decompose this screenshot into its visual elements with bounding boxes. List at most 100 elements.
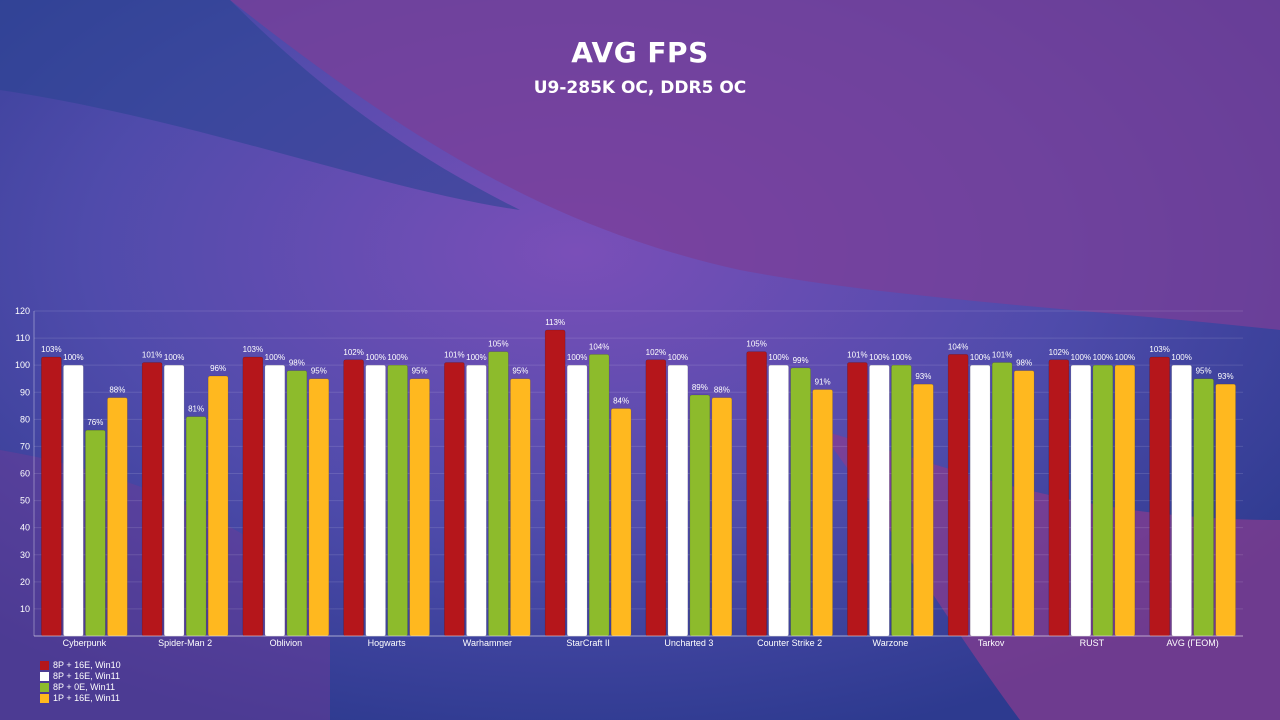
bar: [85, 429, 106, 637]
bar: [207, 375, 229, 637]
legend: 8P + 16E, Win10 8P + 16E, Win11 8P + 0E, W…: [40, 660, 121, 704]
data-label: 88%: [109, 386, 125, 395]
x-tick-label: AVG (ГЕОМ): [1167, 638, 1219, 648]
data-label: 95%: [1196, 367, 1212, 376]
bar: [913, 383, 934, 637]
data-label: 104%: [589, 342, 609, 351]
y-tick-label: 10: [20, 604, 30, 614]
data-label: 100%: [63, 353, 83, 362]
x-tick-label: Warhammer: [463, 638, 512, 648]
bar: [610, 408, 632, 637]
x-tick-label: Oblivion: [270, 638, 303, 648]
data-label: 96%: [210, 364, 226, 373]
bar: [711, 397, 733, 637]
data-label: 113%: [545, 318, 565, 327]
data-label: 105%: [488, 340, 508, 349]
y-tick-label: 40: [20, 523, 30, 533]
chart-title: AVG FPS: [571, 36, 709, 69]
data-label: 98%: [1016, 359, 1032, 368]
bar: [1048, 359, 1070, 637]
legend-item: 8P + 16E, Win11: [40, 671, 121, 682]
bar: [891, 364, 912, 637]
x-tick-label: Uncharted 3: [664, 638, 713, 648]
data-label: 88%: [714, 386, 730, 395]
y-tick-label: 30: [20, 550, 30, 560]
bar: [308, 378, 330, 637]
data-label: 102%: [1049, 348, 1069, 357]
bar: [812, 389, 833, 637]
bar: [107, 397, 128, 637]
y-tick-label: 60: [20, 469, 30, 479]
y-tick-label: 50: [20, 496, 30, 506]
bar: [969, 364, 991, 637]
chart-subtitle: U9-285K OC, DDR5 OC: [533, 78, 747, 98]
legend-label: 8P + 16E, Win11: [53, 671, 120, 681]
data-label: 105%: [746, 340, 766, 349]
data-label: 91%: [815, 378, 831, 387]
bar: [1013, 370, 1035, 637]
bar: [869, 364, 890, 637]
data-label: 103%: [243, 345, 263, 354]
bar: [488, 351, 509, 637]
x-tick-label: Hogwarts: [368, 638, 407, 648]
bar: [1171, 364, 1192, 637]
bar: [510, 378, 531, 637]
data-label: 101%: [142, 350, 162, 359]
legend-swatch: [40, 694, 49, 703]
bar: [947, 354, 969, 637]
bar: [1149, 356, 1170, 637]
bar: [286, 370, 308, 637]
legend-label: 8P + 0E, Win11: [53, 682, 115, 692]
bar: [387, 364, 408, 637]
legend-swatch: [40, 661, 49, 670]
data-label: 100%: [1171, 353, 1191, 362]
data-label: 100%: [1071, 353, 1091, 362]
data-label: 81%: [188, 405, 204, 414]
bar: [1070, 364, 1092, 637]
data-label: 100%: [1093, 353, 1113, 362]
bar: [847, 362, 868, 637]
y-tick-label: 90: [20, 387, 30, 397]
data-label: 95%: [412, 367, 428, 376]
x-tick-label: Spider-Man 2: [158, 638, 212, 648]
data-label: 100%: [265, 353, 285, 362]
bar: [1215, 383, 1236, 637]
data-label: 100%: [164, 353, 184, 362]
data-label: 101%: [992, 350, 1012, 359]
data-label: 95%: [512, 367, 528, 376]
y-tick-label: 110: [16, 333, 30, 343]
bar: [645, 359, 667, 637]
x-tick-label: Warzone: [873, 638, 909, 648]
data-label: 100%: [387, 353, 407, 362]
bar: [163, 364, 185, 637]
x-tick-label: StarCraft II: [566, 638, 610, 648]
data-label: 100%: [768, 353, 788, 362]
bar: [1114, 364, 1136, 637]
x-tick-label: Counter Strike 2: [757, 638, 822, 648]
data-label: 99%: [793, 356, 809, 365]
bar: [63, 364, 84, 637]
data-label: 84%: [613, 397, 629, 406]
bar: [1193, 378, 1214, 637]
data-label: 100%: [891, 353, 911, 362]
bar: [365, 364, 386, 637]
x-tick-label: Cyberpunk: [63, 638, 107, 648]
bar: [790, 367, 811, 637]
bar: [466, 364, 487, 637]
data-label: 100%: [466, 353, 486, 362]
data-label: 89%: [692, 383, 708, 392]
legend-label: 1P + 16E, Win11: [53, 693, 120, 703]
bar: [141, 362, 163, 637]
data-label: 100%: [668, 353, 688, 362]
bar: [444, 362, 465, 637]
legend-label: 8P + 16E, Win10: [53, 660, 121, 670]
y-tick-label: 20: [20, 577, 30, 587]
data-label: 76%: [87, 418, 103, 427]
legend-item: 8P + 0E, Win11: [40, 682, 121, 693]
data-label: 101%: [444, 350, 464, 359]
legend-swatch: [40, 672, 49, 681]
y-tick-label: 100: [15, 360, 30, 370]
data-label: 100%: [567, 353, 587, 362]
bar: [1092, 364, 1114, 637]
